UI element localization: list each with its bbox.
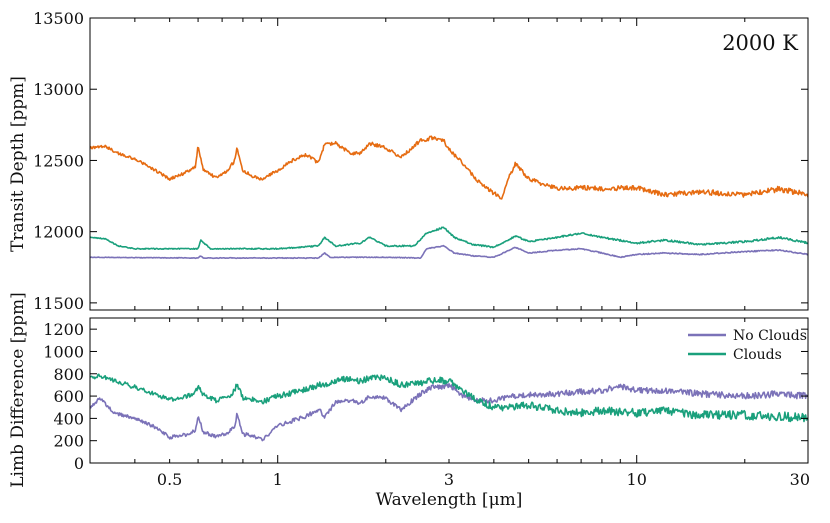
series-line-purple-spectrum — [90, 244, 808, 260]
y-tick-label: 600 — [53, 387, 84, 406]
x-tick-label: 30 — [790, 470, 810, 489]
series-line-green-spectrum — [90, 226, 808, 251]
y-tick-label: 0 — [74, 454, 84, 473]
bottom-panel: 0 200 400 600 800 1000 1200 0.5 1 3 10 30 Limb Dif… — [8, 292, 810, 510]
x-tick-label: 1 — [273, 470, 283, 489]
bottom-y-axis: 0 200 400 600 800 1000 1200 — [43, 320, 808, 473]
y-tick-label: 12500 — [33, 151, 84, 170]
bottom-x-axis: 0.5 1 3 10 30 — [89, 318, 810, 489]
legend: No Clouds Clouds — [688, 328, 807, 363]
top-panel-frame — [89, 17, 809, 311]
series-line-clouds — [90, 373, 808, 423]
y-tick-label: 1200 — [43, 320, 84, 339]
series-line-orange-spectrum — [90, 135, 808, 200]
bottom-y-axis-title: Limb Difference [ppm] — [8, 292, 28, 488]
y-tick-label: 800 — [53, 365, 84, 384]
y-tick-label: 11500 — [33, 294, 84, 313]
x-axis-title: Wavelength [μm] — [376, 490, 523, 510]
y-tick-label: 13000 — [33, 80, 84, 99]
x-tick-label: 3 — [444, 470, 454, 489]
legend-label-no-clouds: No Clouds — [733, 328, 807, 344]
y-tick-label: 200 — [53, 432, 84, 451]
top-series-group — [90, 135, 808, 260]
bottom-series-group — [90, 373, 808, 442]
y-tick-label: 400 — [53, 409, 84, 428]
temperature-label: 2000 K — [722, 31, 798, 55]
top-y-axis-title: Transit Depth [ppm] — [8, 76, 28, 252]
legend-label-clouds: Clouds — [733, 347, 782, 363]
top-panel: 11500 12000 12500 13000 13500 2000 K Transit… — [8, 9, 809, 313]
top-x-ticks — [89, 18, 809, 310]
series-line-no-clouds — [90, 382, 808, 442]
y-tick-label: 1000 — [43, 342, 84, 361]
top-y-axis: 11500 12000 12500 13000 13500 — [33, 9, 808, 313]
y-tick-label: 12000 — [33, 223, 84, 242]
x-tick-label: 0.5 — [157, 470, 182, 489]
y-tick-label: 13500 — [33, 9, 84, 28]
x-tick-label: 10 — [627, 470, 647, 489]
